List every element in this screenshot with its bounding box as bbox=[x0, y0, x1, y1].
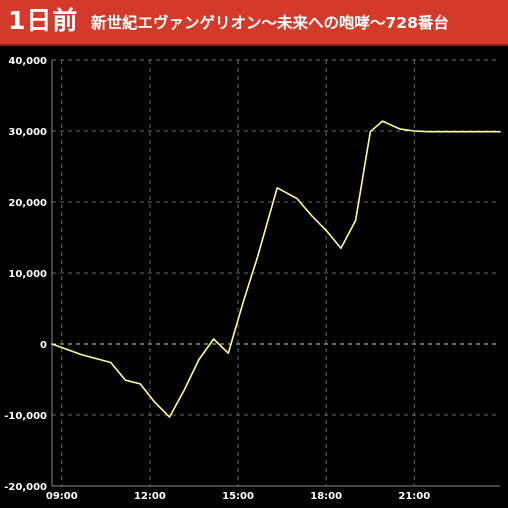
x-tick-label: 21:00 bbox=[398, 491, 430, 502]
chart-background bbox=[0, 46, 508, 504]
y-tick-label: 10,000 bbox=[8, 269, 47, 280]
grid bbox=[52, 60, 500, 486]
machine-title: 新世紀エヴァンゲリオン〜未来への咆哮〜728番台 bbox=[91, 14, 449, 32]
header-bar: 1日前 新世紀エヴァンゲリオン〜未来への咆哮〜728番台 bbox=[0, 0, 508, 46]
y-tick-label: 20,000 bbox=[8, 198, 47, 209]
day-label: 1日前 bbox=[8, 6, 79, 35]
series bbox=[51, 120, 501, 418]
x-tick-labels: 09:00 12:00 15:00 18:00 21:00 bbox=[46, 491, 430, 502]
y-tick-label: 30,000 bbox=[8, 127, 47, 138]
line-chart: -20,000-10,000010,00020,00030,00040,000 … bbox=[0, 46, 508, 504]
series-line bbox=[51, 120, 501, 418]
y-tick-label: -10,000 bbox=[4, 411, 47, 422]
x-tick-label: 15:00 bbox=[222, 491, 254, 502]
axes bbox=[51, 59, 500, 487]
y-tick-labels: -20,000 -10,000 0 10,000 20,000 30,000 40,000 bbox=[4, 56, 47, 493]
x-tick-label: 18:00 bbox=[310, 491, 342, 502]
x-tick-label: 12:00 bbox=[134, 491, 166, 502]
x-tick-label: 09:00 bbox=[46, 491, 78, 502]
y-tick-label: -20,000 bbox=[4, 482, 47, 493]
y-tick-label: 40,000 bbox=[8, 56, 47, 67]
chart-area: -20,000 -10,000 0 10,000 20,000 30,000 40,000 … bbox=[0, 46, 508, 504]
y-tick-label: 0 bbox=[40, 340, 47, 351]
